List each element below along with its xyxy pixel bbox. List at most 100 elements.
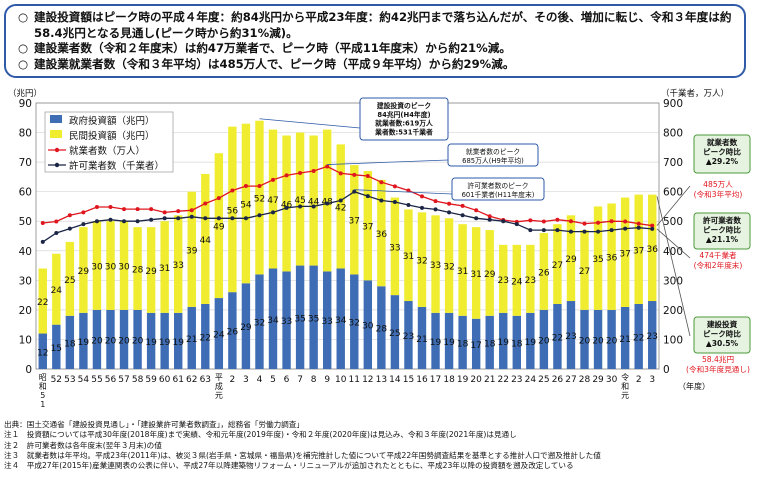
bar-gov-value-label: 34 [335,316,347,326]
bar-private [580,230,589,310]
y-left-tick-label: 0 [25,364,32,376]
right-firms-box-text: ピーク時比 [703,225,741,235]
bar-gov [512,315,521,369]
workers-point [392,184,397,189]
bar-private-value-label: 30 [91,263,103,273]
bar-private-value-label: 52 [254,195,265,205]
x-tick-label: 18 [443,375,455,385]
bar-gov-value-label: 33 [321,317,332,327]
firms-point [636,225,641,230]
bar-gov-value-label: 26 [227,328,239,338]
x-tick-label: 10 [335,375,347,385]
bar-private [309,135,318,266]
bar-gov [634,303,643,369]
bar-gov-value-label: 20 [105,336,117,346]
firms-point [582,229,587,234]
x-tick-label: 55 [91,375,102,385]
x-tick-label: 和 [39,382,47,391]
legend-swatch [50,115,62,123]
bar-private [607,203,616,310]
peak-workers-callout-text: 685万人(H9年平均) [462,156,524,165]
firms-point [514,222,519,227]
bar-private [174,215,183,313]
right-firms-box-text: ▲21.1% [706,235,739,244]
workers-point [474,208,479,213]
workers-point [325,164,330,169]
firms-point [176,216,181,221]
firms-point [406,202,411,207]
bar-private-value-label: 23 [525,276,536,286]
bar-private [431,215,440,313]
bar-private-value-label: 29 [565,255,577,265]
workers-point [149,207,154,212]
bar-gov-value-label: 24 [213,331,225,341]
right-workers-box [693,134,751,174]
right-firms-box [693,212,751,250]
bar-gov-value-label: 21 [416,335,427,345]
bar-gov-value-label: 19 [172,338,184,348]
bar-gov [160,312,169,369]
x-tick-label: 11 [349,375,360,385]
x-tick-label: 13 [376,375,387,385]
bar-gov-value-label: 18 [511,339,523,349]
bar-gov-value-label: 20 [579,336,591,346]
bar-gov-value-label: 19 [430,338,442,348]
peak-workers-callout [447,143,539,167]
firms-point [596,229,601,234]
bar-gov [350,274,359,369]
x-tick-label: 52 [51,375,62,385]
firms-point [243,216,248,221]
workers-point [40,220,45,225]
bar-gov [580,309,589,369]
bar-private [593,206,603,310]
bar-gov [620,306,630,369]
firms-point [568,229,573,234]
right-invest-box-text: ピーク時比 [703,329,741,339]
bar-gov [593,309,603,369]
bar-gov [65,315,75,369]
workers-point [379,180,384,185]
workers-point [460,203,465,208]
workers-point [623,219,628,224]
firms-point [40,239,45,244]
bar-gov-value-label: 34 [267,316,279,326]
bar-gov-value-label: 23 [565,332,576,342]
plot-frame [35,102,660,370]
bar-private [119,221,129,310]
x-tick-label: 28 [579,375,591,385]
peak-invest-callout-text: 業者数:531千業者 [374,127,433,136]
bar-gov [106,309,115,369]
firms-point [419,205,424,210]
bar-private-value-label: 31 [403,252,414,262]
workers-point [67,213,72,218]
bar-private-value-label: 23 [498,276,509,286]
bar-gov-value-label: 22 [200,333,211,343]
y-left-tick-label: 30 [19,275,32,287]
x-tick-label: 63 [200,375,211,385]
bar-gov-value-label: 29 [240,323,252,333]
firms-point [474,216,479,221]
x-tick-label: 57 [118,375,129,385]
x-tick-label: 30 [606,375,618,385]
peak-invest-callout [359,97,449,141]
callout-pointer [327,159,449,165]
x-tick-label: 成 [215,381,223,391]
bar-gov [214,298,224,369]
circle-bullet-icon: ○ [18,41,29,56]
bar-gov [485,315,494,369]
workers-point [541,219,546,224]
workers-point [298,171,303,176]
workers-point [636,221,641,226]
y-left-tick-label: 40 [19,246,32,258]
firms-point [487,217,492,222]
y-left-tick-label: 60 [19,187,32,199]
firms-point [609,228,614,233]
bar-gov-value-label: 19 [525,338,537,348]
bar-gov [309,265,318,369]
x-tick-label: 7 [297,375,303,385]
firms-point [433,207,438,212]
bar-gov-value-label: 21 [619,335,630,345]
bar-gov [553,303,562,369]
x-tick-label: 25 [538,375,549,385]
bar-private-value-label: 31 [159,264,170,274]
